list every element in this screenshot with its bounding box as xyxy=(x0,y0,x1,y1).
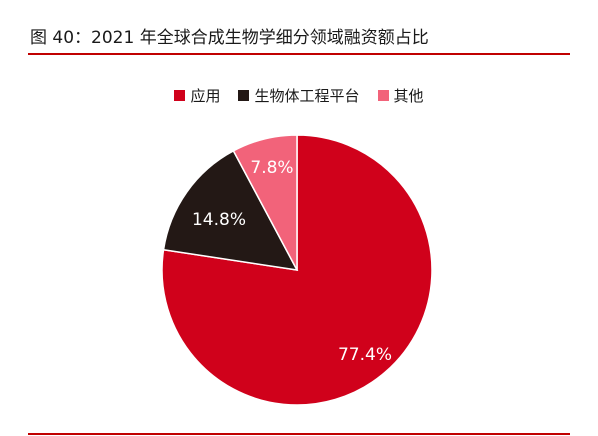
legend-item-other: 其他 xyxy=(377,85,424,106)
legend-item-organism-engineering-platform: 生物体工程平台 xyxy=(238,85,360,106)
data-label-application: 77.4% xyxy=(338,345,392,365)
pie-slice-other xyxy=(232,134,298,271)
chart-legend: 应用 生物体工程平台 其他 xyxy=(0,85,598,106)
pie-slice-organism-engineering-platform xyxy=(162,149,299,271)
legend-swatch-other xyxy=(377,90,389,101)
legend-swatch-organism-engineering-platform xyxy=(238,90,250,101)
legend-swatch-application xyxy=(174,90,186,101)
data-label-organism-engineering-platform: 14.8% xyxy=(192,210,246,230)
legend-label-organism-engineering-platform: 生物体工程平台 xyxy=(254,87,360,105)
legend-item-application: 应用 xyxy=(174,85,220,106)
figure-caption: 图 40：2021 年全球合成生物学细分领域融资额占比 xyxy=(30,28,429,48)
legend-label-other: 其他 xyxy=(393,87,424,105)
bottom-divider xyxy=(28,433,570,435)
legend-label-application: 应用 xyxy=(190,87,221,105)
data-label-other: 7.8% xyxy=(250,158,293,178)
top-divider xyxy=(28,53,570,55)
